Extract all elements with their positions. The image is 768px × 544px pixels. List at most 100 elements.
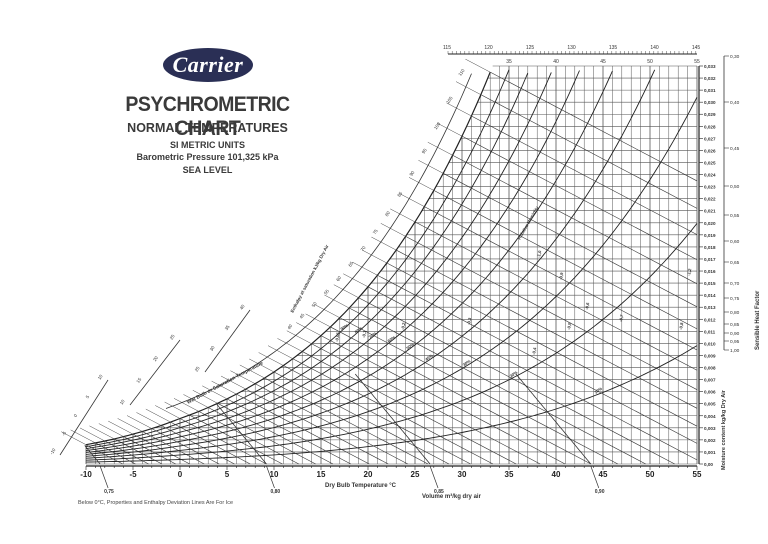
wet-bulb-scale-label: 30 — [209, 345, 216, 352]
rh-label: 20% — [509, 370, 519, 379]
top-enthalpy-label: 115 — [443, 45, 451, 51]
y-tick-label: 0,00 — [704, 462, 713, 467]
rh-label: 80% — [354, 325, 364, 334]
enthalpy-extension-line — [249, 358, 275, 373]
wet-bulb-scale — [129, 339, 181, 406]
enthalpy-extension-line — [155, 405, 181, 419]
y-tick-label: 0,009 — [704, 353, 716, 358]
chart-title: PSYCHROMETRIC CHART — [125, 93, 290, 140]
enthalpy-scale-label: 110 — [457, 68, 465, 77]
rh-curve-30 — [85, 96, 698, 459]
volume-leader — [99, 465, 109, 489]
wet-bulb-line — [123, 436, 176, 465]
enthalpy-extension-line — [183, 394, 209, 408]
enthalpy-extension-line — [202, 385, 228, 400]
y-tick-label: 0,008 — [704, 366, 716, 371]
enthalpy-scale-label: 65 — [347, 260, 354, 267]
enthalpy-extension-line — [136, 412, 162, 426]
shf-label: 1,00 — [730, 348, 740, 354]
wet-bulb-line — [330, 326, 592, 465]
top-dry-bulb-label: 50 — [647, 59, 653, 65]
enthalpy-extension-line — [427, 141, 453, 156]
enthalpy-extension-line — [437, 122, 463, 137]
wet-bulb-line — [414, 221, 698, 371]
y-tick-label: 0,005 — [704, 402, 716, 407]
rh-curve-80 — [85, 72, 529, 450]
wet-bulb-line — [273, 371, 450, 465]
rh-curve-10 — [85, 345, 698, 463]
rh-label: 50% — [405, 342, 415, 351]
y-tick-label: 0,018 — [704, 245, 716, 250]
y-tick-label: 0,011 — [704, 329, 716, 334]
enthalpy-extension-line — [211, 380, 237, 395]
enthalpy-scale-label: 90 — [409, 170, 416, 177]
y-tick-label: 0,029 — [704, 112, 716, 117]
y-tick-label: 0,033 — [704, 64, 716, 69]
y-tick-label: 0,026 — [704, 148, 716, 153]
y-tick-label: 0,017 — [704, 257, 716, 262]
wet-bulb-line — [349, 307, 646, 465]
y-tick-label: 0,002 — [704, 438, 716, 443]
units-label: SI METRIC UNITS — [169, 140, 245, 150]
wet-bulb-line — [151, 428, 220, 465]
y-tick-label: 0,015 — [704, 281, 716, 286]
rh-label: 70% — [368, 331, 378, 340]
y-tick-label: 0,028 — [704, 124, 716, 129]
wet-bulb-line — [114, 438, 163, 465]
enthalpy-deviation-label: -0,6 — [584, 302, 590, 311]
carrier-logo: Carrier — [163, 48, 253, 82]
enthalpy-deviation-label: -1,0 — [536, 250, 542, 259]
x-tick-label: 25 — [411, 470, 420, 479]
enthalpy-extension-line — [220, 375, 246, 390]
wet-bulb-scale-label: 15 — [135, 377, 142, 384]
wet-bulb-scale — [204, 309, 251, 373]
y-tick-label: 0,014 — [704, 293, 716, 298]
enthalpy-scale-label: 60 — [335, 275, 342, 282]
enthalpy-scale-label: 70 — [360, 245, 367, 252]
wet-bulb-scale — [59, 379, 109, 456]
enthalpy-deviation-label: -0,3 — [466, 317, 472, 326]
y-tick-label: 0,012 — [704, 317, 716, 322]
y-tick-label: 0,030 — [704, 100, 716, 105]
volume-leader — [429, 465, 439, 489]
enthalpy-extension-line — [324, 294, 350, 309]
top-enthalpy-label: 135 — [609, 45, 618, 51]
x-tick-label: 5 — [225, 470, 230, 479]
enthalpy-extension-line — [343, 273, 369, 288]
y-tick-label: 0,022 — [704, 197, 716, 202]
shf-label: 0,75 — [730, 296, 740, 302]
wet-bulb-line — [255, 383, 408, 465]
wet-bulb-scale-label: 35 — [224, 324, 231, 331]
shf-label: 0,50 — [730, 184, 740, 190]
enthalpy-deviation-label: -0,05 — [334, 331, 341, 342]
enthalpy-extension-line — [98, 423, 124, 437]
y-tick-label: 0,001 — [704, 450, 716, 455]
chart-subtitle: NORMAL TEMPERATURES — [127, 121, 288, 135]
top-enthalpy-label: 120 — [484, 45, 493, 51]
top-enthalpy-label: 145 — [692, 45, 701, 51]
x-tick-label: 0 — [178, 470, 183, 479]
wet-bulb-line — [386, 262, 698, 427]
wet-bulb-line — [170, 421, 251, 465]
wet-bulb-line — [95, 442, 136, 465]
enthalpy-deviation-label: -0,7 — [618, 314, 624, 323]
enthalpy-extension-line — [314, 304, 340, 318]
enthalpy-deviation-label: -0,2 — [400, 322, 406, 331]
shf-label: 0,30 — [730, 54, 740, 60]
enthalpy-extension-line — [390, 208, 416, 223]
x-tick-label: 20 — [364, 470, 373, 479]
enthalpy-scale-label: 75 — [372, 228, 379, 235]
wet-bulb-line — [208, 407, 316, 465]
enthalpy-extension-line — [173, 398, 199, 412]
volume-label: 0,90 — [595, 489, 605, 495]
shf-label: 0,80 — [730, 310, 740, 316]
rh-label: 40% — [424, 353, 434, 362]
wet-bulb-line — [283, 365, 471, 465]
enthalpy-scale-label: 55 — [323, 288, 330, 295]
brand-name: Carrier — [172, 52, 244, 77]
x-tick-label: 30 — [458, 470, 467, 479]
wet-bulb-line — [179, 418, 267, 465]
wet-bulb-line — [339, 317, 618, 465]
enthalpy-scale-label: 85 — [396, 190, 403, 197]
